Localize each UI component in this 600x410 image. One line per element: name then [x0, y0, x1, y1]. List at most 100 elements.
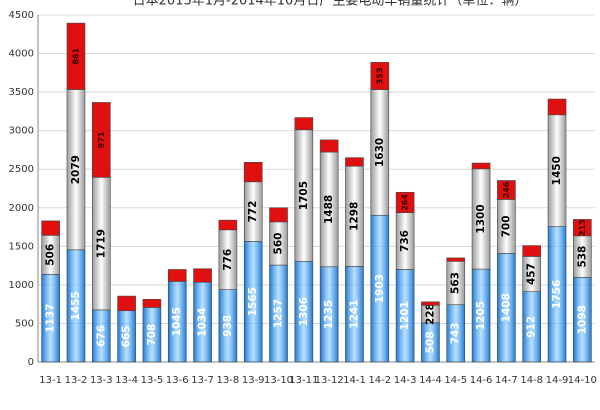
value-label: 861	[71, 48, 80, 65]
bar-segment	[193, 268, 212, 283]
chart-title: 日本2013年1月-2014年10月日产主要电动车销量统计（单位：辆）	[133, 0, 528, 9]
bar-segment	[522, 245, 542, 257]
y-tick-label: 4000	[9, 49, 34, 60]
bar-segment	[117, 295, 136, 312]
value-label: 1235	[323, 300, 335, 329]
bar-segment	[66, 22, 86, 90]
x-tick-label: 13-2	[65, 375, 88, 386]
bar-segment	[547, 98, 567, 116]
value-label: 228	[424, 303, 436, 325]
x-tick-label: 13-4	[115, 375, 138, 386]
value-label: 676	[95, 325, 107, 347]
value-label: 1756	[551, 280, 563, 309]
bar-segment	[497, 180, 516, 200]
bar-segment	[218, 219, 238, 231]
y-tick-label: 0	[28, 357, 34, 368]
x-tick-label: 13-12	[315, 375, 344, 386]
value-label: 563	[450, 272, 462, 294]
value-label: 1719	[95, 229, 107, 258]
value-label: 1201	[399, 301, 411, 330]
value-label: 1098	[576, 305, 588, 334]
y-tick-label: 2500	[9, 164, 34, 175]
value-label: 1241	[348, 300, 360, 329]
value-label: 560	[273, 233, 285, 255]
bar-segment	[294, 117, 314, 131]
value-label: 1257	[273, 299, 285, 328]
bar-segment	[91, 102, 111, 178]
value-label: 1455	[70, 291, 82, 320]
bar-segment	[446, 257, 466, 262]
value-label: 772	[247, 201, 259, 223]
value-label: 971	[97, 131, 106, 148]
value-label: 246	[502, 181, 511, 198]
x-tick-label: 13-9	[242, 375, 265, 386]
value-label: 353	[375, 68, 384, 85]
value-label: 1408	[500, 293, 512, 322]
x-tick-label: 14-10	[568, 375, 597, 386]
bar-segment	[41, 220, 60, 236]
x-tick-label: 13-1	[39, 375, 62, 386]
value-label: 1565	[247, 287, 259, 316]
value-label: 1705	[298, 181, 310, 210]
y-tick-label: 1500	[9, 241, 34, 252]
bar-segment	[395, 191, 415, 213]
bar-segment	[370, 62, 390, 90]
x-tick-label: 13-7	[191, 375, 214, 386]
y-tick-label: 500	[15, 318, 34, 329]
value-label: 264	[401, 194, 410, 211]
bar-segment	[421, 301, 440, 306]
value-label: 1045	[171, 307, 183, 336]
value-label: 708	[146, 324, 158, 346]
value-label: 1903	[374, 274, 386, 303]
value-label: 457	[526, 263, 538, 285]
bar-segment	[243, 161, 263, 183]
value-label: 1300	[475, 204, 487, 233]
x-tick-label: 14-4	[419, 375, 442, 386]
value-label: 538	[576, 246, 588, 268]
y-tick-label: 3500	[9, 87, 34, 98]
value-label: 506	[45, 244, 57, 266]
value-label: 1137	[45, 304, 57, 333]
bar-segment	[167, 269, 187, 282]
value-label: 2079	[70, 155, 82, 184]
x-tick-label: 13-6	[166, 375, 189, 386]
value-label: 1298	[348, 202, 360, 231]
bar-segment	[319, 139, 339, 153]
value-label: 938	[222, 315, 234, 337]
x-tick-label: 14-6	[470, 375, 493, 386]
y-tick-label: 4500	[9, 10, 34, 21]
x-tick-label: 13-5	[141, 375, 164, 386]
x-tick-label: 13-11	[289, 375, 318, 386]
x-tick-label: 14-1	[343, 375, 366, 386]
value-label: 1205	[475, 301, 487, 330]
value-label: 213	[578, 219, 587, 236]
x-tick-label: 13-8	[217, 375, 240, 386]
bar-segment	[269, 207, 288, 223]
bar-segment	[471, 162, 491, 170]
y-tick-label: 2000	[9, 203, 34, 214]
y-tick-label: 1000	[9, 280, 34, 291]
y-tick-label: 3000	[9, 126, 34, 137]
x-tick-label: 14-7	[495, 375, 518, 386]
value-label: 736	[399, 230, 411, 252]
x-tick-label: 13-3	[90, 375, 113, 386]
value-label: 665	[121, 325, 133, 347]
value-label: 700	[500, 215, 512, 237]
value-label: 1306	[298, 297, 310, 326]
value-label: 743	[450, 322, 462, 344]
bar-segment	[573, 219, 592, 237]
bar-segment	[345, 157, 364, 167]
value-label: 1034	[197, 308, 209, 337]
value-label: 776	[222, 249, 234, 271]
value-label: 912	[526, 316, 538, 338]
value-label: 1630	[374, 138, 386, 167]
value-label: 1450	[551, 156, 563, 185]
x-tick-label: 14-3	[394, 375, 417, 386]
bar-segment	[142, 299, 162, 308]
value-label: 508	[424, 331, 436, 353]
x-tick-label: 13-10	[264, 375, 293, 386]
x-tick-label: 14-8	[520, 375, 543, 386]
value-label: 1488	[323, 195, 335, 224]
x-tick-label: 14-2	[368, 375, 391, 386]
